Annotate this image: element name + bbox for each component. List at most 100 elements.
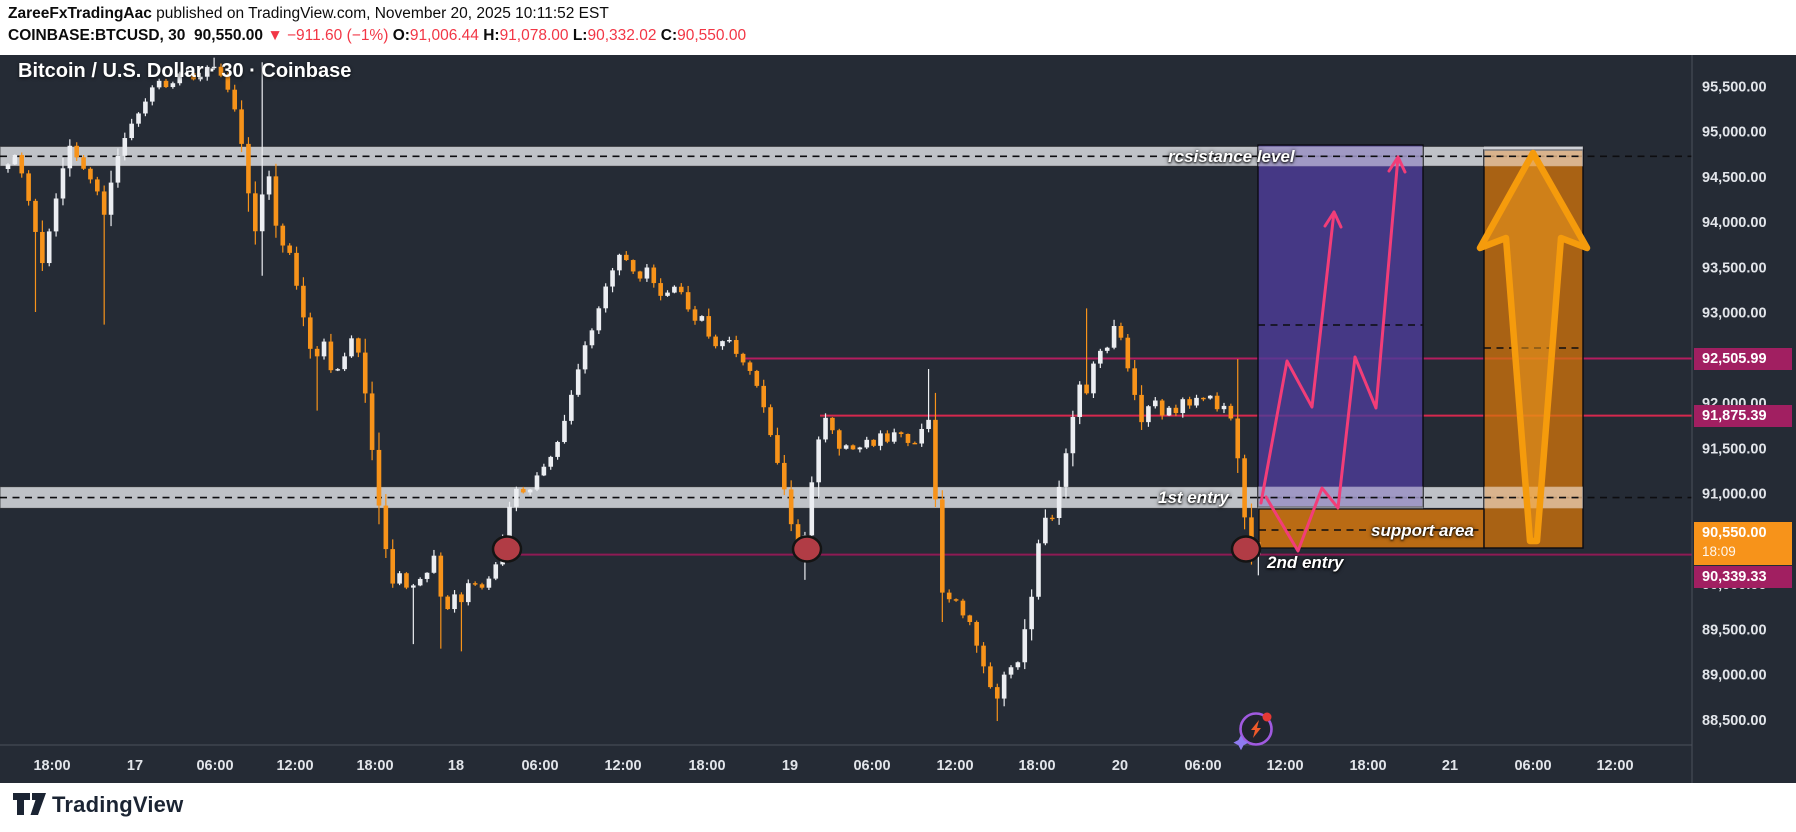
candle-body — [541, 466, 547, 476]
candle-body — [404, 573, 409, 588]
candle-body — [548, 456, 554, 467]
support-area-zone — [1258, 508, 1485, 549]
candle-body — [569, 394, 574, 421]
time-tick-label: 21 — [1442, 758, 1458, 774]
candle-body — [335, 369, 341, 371]
candle-body — [885, 433, 890, 442]
time-tick-label: 12:00 — [604, 758, 641, 774]
zigzag-projection-arrow — [1264, 155, 1400, 553]
candle-body — [246, 143, 251, 194]
candle-body — [369, 393, 375, 450]
snapshot-header: ZareeFxTradingAac published on TradingVi… — [0, 0, 1796, 55]
candle-body — [204, 66, 210, 77]
price-tick-label: 94,000.00 — [1702, 215, 1767, 231]
candle-body — [1077, 384, 1083, 417]
candle-body — [198, 76, 203, 80]
candle-body — [1104, 347, 1110, 351]
candle-body — [452, 594, 457, 610]
candle-body — [823, 417, 828, 440]
candle-body — [644, 267, 650, 279]
candle-body — [74, 145, 79, 158]
candle-body — [191, 73, 196, 80]
time-tick-label: 18:00 — [356, 758, 393, 774]
candle-body — [225, 75, 231, 90]
candle-body — [610, 270, 615, 287]
candle-body — [493, 564, 499, 579]
candle-body — [211, 66, 217, 69]
zigzag-arrowhead-icon — [1323, 210, 1343, 229]
candle-body — [1173, 407, 1179, 414]
second-entry-label: 2nd entry — [1267, 553, 1344, 572]
candle-body — [1125, 337, 1131, 369]
open-value: 91,006.44 — [409, 27, 479, 44]
candle-body — [411, 585, 416, 588]
candle-body — [617, 254, 622, 271]
candle-body — [1242, 458, 1247, 518]
candle-body — [974, 622, 979, 646]
candle-body — [1228, 405, 1234, 419]
time-tick-label: 06:00 — [1514, 758, 1551, 774]
time-tick-label: 12:00 — [276, 758, 313, 774]
candle-body — [53, 198, 59, 232]
candle-body — [933, 419, 938, 500]
candle-body — [46, 231, 52, 264]
candle-body — [761, 385, 766, 408]
candle-body — [740, 353, 746, 363]
candle-body — [115, 155, 121, 183]
candle-body — [1111, 326, 1117, 348]
candle-body — [19, 155, 25, 174]
candle-body — [273, 176, 279, 226]
resistance-level-label: rcsistance level — [1168, 147, 1295, 166]
candle-body — [637, 271, 643, 279]
candle-body — [356, 338, 361, 353]
candle-body — [699, 316, 705, 321]
candle-body — [266, 176, 272, 195]
candle-body — [1207, 395, 1213, 399]
candle-body — [864, 439, 870, 448]
candle-body — [1235, 418, 1241, 459]
candle-body — [1118, 326, 1124, 338]
candle-body — [658, 283, 663, 296]
candle-body — [1159, 400, 1165, 416]
candle-body — [651, 267, 657, 284]
candle-body — [946, 592, 952, 600]
candle-body — [163, 80, 169, 88]
candle-body — [1132, 368, 1137, 395]
candle-body — [507, 506, 512, 538]
candle-body — [1043, 517, 1048, 544]
candle-body — [383, 505, 389, 550]
candle-body — [1036, 543, 1041, 597]
candle-body — [912, 442, 918, 445]
time-tick-label: 06:00 — [853, 758, 890, 774]
tradingview-logo-icon[interactable] — [13, 791, 49, 821]
close-label: C: — [660, 27, 678, 44]
boost-flash-icon — [1233, 712, 1273, 751]
low-value: 90,332.02 — [587, 27, 657, 44]
candle-body — [321, 341, 327, 357]
candle-body — [438, 555, 444, 597]
candle-body — [1249, 517, 1254, 555]
price-tick-label: 89,500.00 — [1702, 622, 1767, 638]
zigzag-arrowhead-icon — [1387, 155, 1407, 174]
candle-body — [445, 596, 450, 610]
candle-body — [472, 583, 478, 585]
candle-body — [239, 109, 244, 144]
price-badge-last-price: 90,550.00 18:09 — [1694, 522, 1792, 565]
candle-body — [830, 417, 835, 431]
tradingview-brand-text[interactable]: TradingView — [52, 792, 184, 817]
candle-body — [301, 285, 306, 318]
long-projection-zone — [1257, 144, 1424, 508]
time-tick-label: 18:00 — [1018, 758, 1055, 774]
symbol-name: COINBASE:BTCUSD, 30 — [8, 27, 186, 44]
candle-body — [898, 432, 904, 434]
candle-body — [816, 439, 821, 483]
candle-body — [232, 89, 238, 110]
price-tick-label: 91,500.00 — [1702, 441, 1767, 457]
price-badge-resistance-line: 92,505.99 — [1694, 348, 1792, 370]
candle-body — [26, 173, 31, 201]
candle-body — [294, 252, 299, 286]
candle-body — [1063, 453, 1069, 487]
entry-marker-circle — [1230, 535, 1262, 563]
